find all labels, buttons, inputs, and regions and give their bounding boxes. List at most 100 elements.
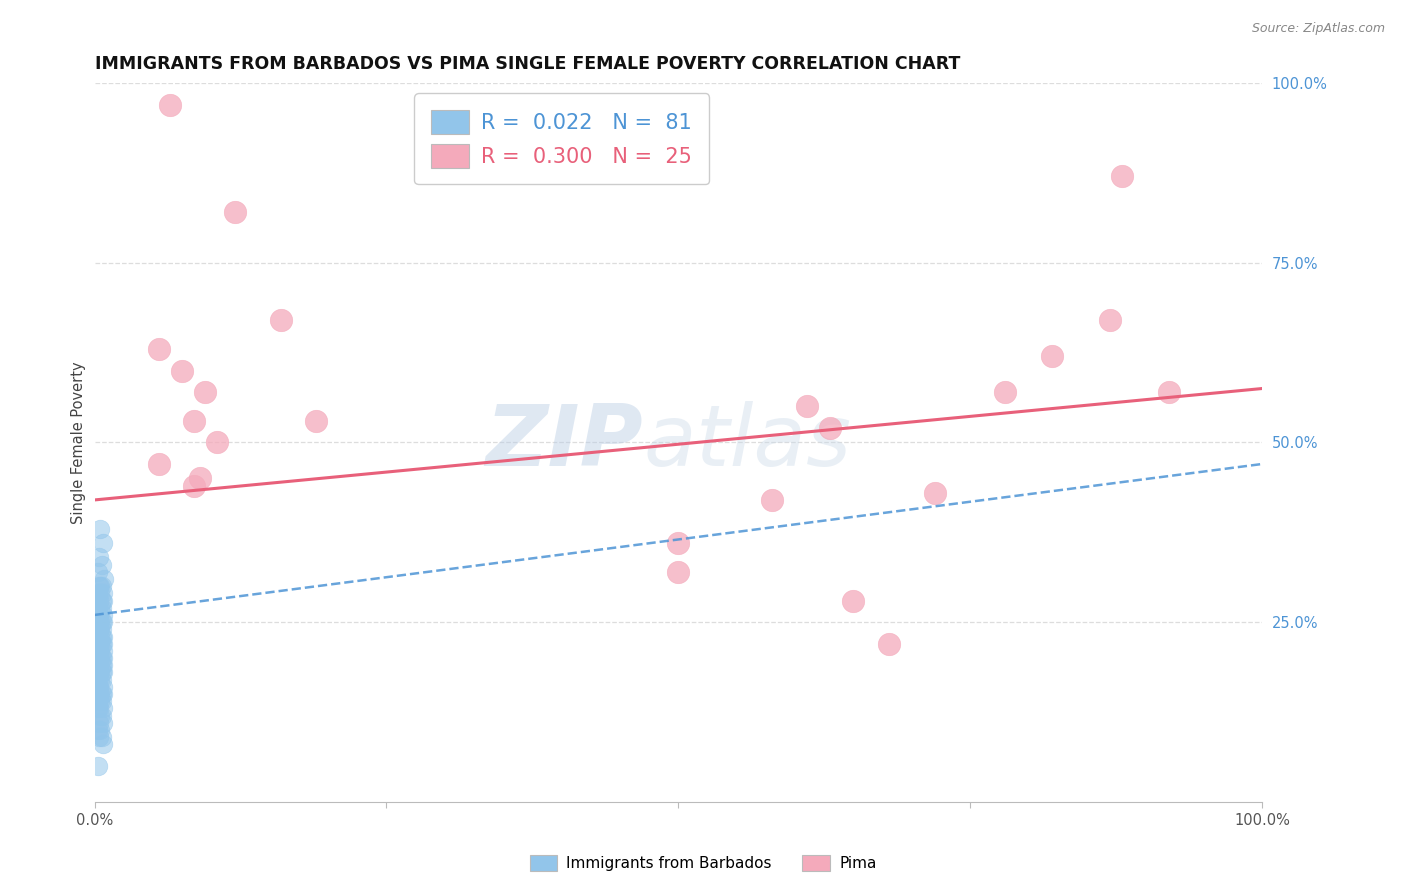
Point (91, 680, 114, 694)
Point (666, 536, 689, 550)
Point (89, 694, 111, 708)
Point (91, 637, 114, 651)
Point (90, 673, 112, 687)
Point (87, 673, 110, 687)
Point (89, 623, 111, 637)
Point (87, 694, 110, 708)
Point (90, 687, 112, 701)
Point (89, 644, 111, 658)
Legend: Immigrants from Barbados, Pima: Immigrants from Barbados, Pima (523, 849, 883, 877)
Point (91, 658, 114, 673)
Point (761, 492, 783, 507)
Text: ZIP: ZIP (485, 401, 644, 484)
Point (87, 607, 110, 622)
Point (89, 658, 111, 673)
Point (90, 730, 112, 744)
Text: Source: ZipAtlas.com: Source: ZipAtlas.com (1251, 22, 1385, 36)
Point (91, 607, 114, 622)
Point (89, 593, 111, 607)
Point (924, 485, 946, 500)
Point (842, 593, 865, 607)
Point (91, 651, 114, 665)
Point (91, 701, 114, 715)
Point (877, 637, 900, 651)
Point (1040, 349, 1063, 363)
Point (89, 701, 111, 715)
Point (148, 342, 170, 356)
Point (89, 665, 111, 680)
Point (89, 579, 111, 593)
Point (93, 572, 115, 586)
Point (91, 687, 114, 701)
Point (89, 687, 111, 701)
Point (89, 708, 111, 723)
Point (89, 637, 111, 651)
Point (305, 414, 328, 428)
Point (87, 586, 110, 600)
Point (87, 701, 110, 715)
Point (148, 457, 170, 471)
Point (89, 715, 111, 730)
Point (87, 644, 110, 658)
Point (87, 630, 110, 644)
Point (91, 615, 114, 629)
Point (89, 651, 111, 665)
Point (194, 385, 217, 400)
Point (91, 630, 114, 644)
Point (90, 615, 112, 629)
Legend: R =  0.022   N =  81, R =  0.300   N =  25: R = 0.022 N = 81, R = 0.300 N = 25 (415, 94, 709, 185)
Point (89, 615, 111, 629)
Point (1111, 169, 1133, 184)
Point (666, 565, 689, 579)
Point (87, 651, 110, 665)
Point (183, 478, 205, 492)
Point (87, 600, 110, 615)
Point (796, 400, 818, 414)
Point (89, 723, 111, 737)
Point (90, 600, 112, 615)
Point (159, 97, 181, 112)
Text: atlas: atlas (644, 401, 851, 484)
Point (188, 471, 211, 485)
Point (183, 414, 205, 428)
Point (90, 665, 112, 680)
Point (89, 651, 111, 665)
Point (90, 593, 112, 607)
Point (91, 536, 114, 550)
Point (89, 586, 111, 600)
Point (87, 759, 110, 773)
Point (89, 637, 111, 651)
Point (89, 630, 111, 644)
Point (87, 623, 110, 637)
Point (90, 651, 112, 665)
Point (90, 558, 112, 572)
Point (89, 550, 111, 565)
Point (87, 565, 110, 579)
Point (89, 673, 111, 687)
Point (994, 385, 1017, 400)
Point (90, 623, 112, 637)
Point (91, 644, 114, 658)
Point (90, 630, 112, 644)
Point (89, 687, 111, 701)
Point (90, 694, 112, 708)
Point (89, 522, 111, 536)
Text: IMMIGRANTS FROM BARBADOS VS PIMA SINGLE FEMALE POVERTY CORRELATION CHART: IMMIGRANTS FROM BARBADOS VS PIMA SINGLE … (94, 55, 960, 73)
Point (270, 313, 292, 327)
Point (818, 421, 841, 435)
Point (91, 737, 114, 751)
Point (87, 637, 110, 651)
Point (205, 435, 228, 450)
Point (89, 579, 111, 593)
Point (90, 658, 112, 673)
Point (89, 644, 111, 658)
Point (1099, 313, 1122, 327)
Point (89, 607, 111, 622)
Y-axis label: Single Female Poverty: Single Female Poverty (72, 361, 86, 524)
Point (87, 723, 110, 737)
Point (91, 593, 114, 607)
Point (224, 205, 246, 219)
Point (91, 715, 114, 730)
Point (89, 615, 111, 629)
Point (89, 623, 111, 637)
